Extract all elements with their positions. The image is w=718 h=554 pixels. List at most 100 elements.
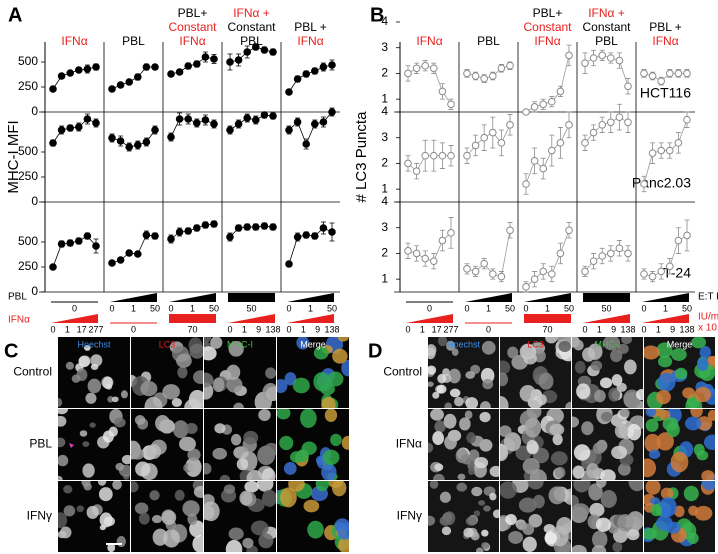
cell [63,485,73,494]
cell [685,416,702,431]
cell [611,374,623,386]
data-point [92,242,100,250]
cell [693,443,705,457]
treatment-unit: IU/ml [698,312,718,323]
treatment-wedge [287,293,334,302]
y-tick-label: 500 [18,144,38,158]
cell [284,372,297,386]
cell [99,524,106,531]
cell [694,386,712,403]
panel-label: D [368,340,382,362]
treatment-label: 0 [286,303,291,313]
treatment-wedge [228,314,275,323]
cells [204,409,276,480]
cell [78,355,90,368]
cell [432,391,440,399]
image-column-label: LC3 [159,339,176,349]
column-header: IFNα [297,34,323,48]
cell [444,402,453,408]
cell [645,409,657,417]
cell [526,409,542,419]
data-point [49,263,57,271]
data-line [643,119,688,185]
data-point [581,139,589,147]
cell [457,473,466,480]
cells [644,481,715,547]
data-point [480,133,489,142]
cell [466,432,476,444]
treatment-unit: E:T Ratio [698,292,718,303]
data-point [201,116,210,124]
treatment-wedge [287,314,334,323]
cell [161,510,177,525]
cell [283,462,297,475]
cell [58,415,67,427]
data-point [683,69,691,78]
data-point [243,48,251,56]
cell [226,377,243,393]
cell [89,422,96,428]
data-point [201,221,210,229]
treatment-bar [228,293,275,302]
cell [428,347,436,360]
data-point [506,121,514,129]
arrow [69,443,74,448]
data-point [252,43,260,51]
cell [701,470,715,480]
cell [474,456,489,469]
data-point [142,138,151,146]
micrograph [572,409,643,480]
data-point [624,249,632,258]
cell [489,492,497,501]
data-point [581,59,589,67]
cell [187,461,200,473]
cell [261,467,276,480]
cell [503,432,522,452]
cell [288,481,305,492]
data-point [674,236,683,245]
cells [277,481,349,552]
cell [648,449,661,460]
treatment-label: 0 [50,324,55,334]
cell [473,510,481,517]
cell [645,481,661,495]
treatment-label: 50 [246,303,256,313]
cell [600,411,613,422]
cell [321,396,336,408]
image-column-label: Merge [667,339,693,349]
treatment-label: 9 [315,324,320,334]
data-point [640,180,648,188]
data-line [525,55,570,113]
treatment-row-label: IFNα [8,315,30,326]
cell [138,512,150,525]
column-header: PBL [240,34,263,48]
cell [307,520,324,539]
cells [131,481,203,552]
data-point [184,62,192,70]
cell [228,527,244,541]
micrograph: MHC-I [204,337,276,408]
data-point [134,73,142,81]
cell [243,430,259,445]
treatment-label: 50 [682,303,692,313]
data-point [624,118,632,127]
column-header: PBL [595,34,618,48]
cell [588,483,603,501]
y-tick-label: 2 [381,156,388,170]
data-point [471,141,480,150]
row-label: Panc2.03 [632,175,691,191]
cell [660,487,674,500]
image-column-label: LC3 [527,339,544,349]
cell [552,433,563,446]
data-point [430,64,438,73]
image-row-label: IFNγ [27,509,52,523]
data-point [497,64,506,73]
cell [428,365,437,375]
cells [204,337,276,408]
cell [297,448,309,462]
treatment-label: 1 [656,324,661,334]
cell [596,481,607,488]
cell [688,505,699,516]
data-point [648,149,657,157]
cell [204,346,217,361]
